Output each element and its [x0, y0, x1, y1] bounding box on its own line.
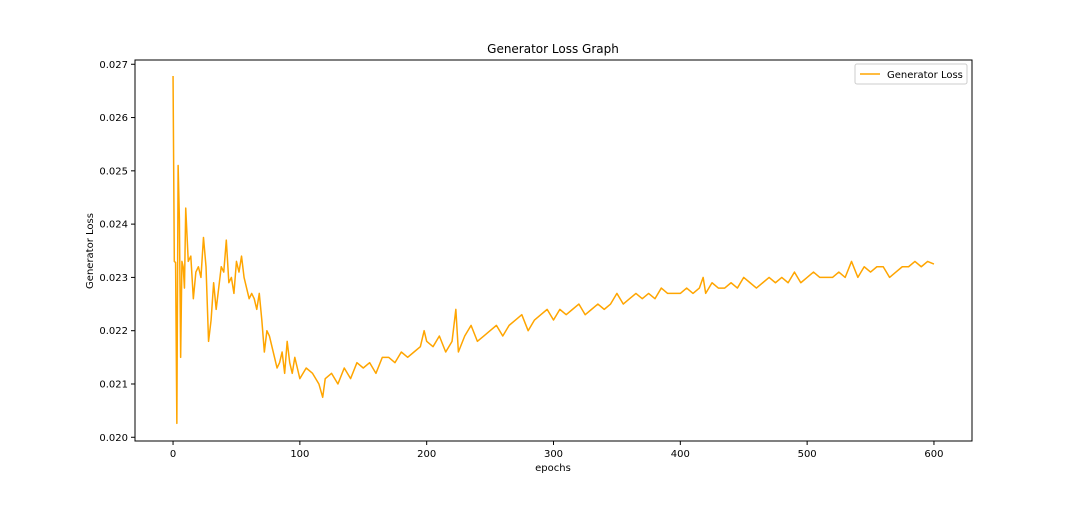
x-tick-label: 600 — [924, 449, 943, 460]
y-tick-label: 0.025 — [99, 166, 128, 177]
y-axis-label: Generator Loss — [85, 213, 96, 289]
x-tick-label: 0 — [170, 449, 176, 460]
legend-label-generator-loss: Generator Loss — [887, 70, 963, 81]
y-tick-label: 0.020 — [99, 433, 128, 444]
x-tick-label: 200 — [417, 449, 436, 460]
x-tick-label: 300 — [544, 449, 563, 460]
y-tick-label: 0.026 — [99, 113, 128, 124]
y-tick-label: 0.027 — [99, 60, 128, 71]
x-tick-label: 500 — [798, 449, 817, 460]
y-axis: 0.020 0.021 0.022 0.023 0.024 0.025 0.026 0.027 — [99, 60, 135, 444]
x-tick-label: 400 — [671, 449, 690, 460]
y-tick-label: 0.021 — [99, 379, 128, 390]
y-tick-label: 0.022 — [99, 326, 128, 337]
x-axis-label: epochs — [535, 463, 571, 474]
y-tick-label: 0.023 — [99, 273, 128, 284]
series-line-generator-loss — [172, 75, 935, 425]
legend-box — [854, 63, 968, 85]
chart-title: Generator Loss Graph — [487, 42, 619, 56]
x-axis: 0 100 200 300 400 500 600 — [170, 441, 944, 460]
y-tick-label: 0.024 — [99, 220, 128, 231]
legend: Generator Loss — [854, 63, 968, 85]
x-tick-label: 100 — [290, 449, 309, 460]
